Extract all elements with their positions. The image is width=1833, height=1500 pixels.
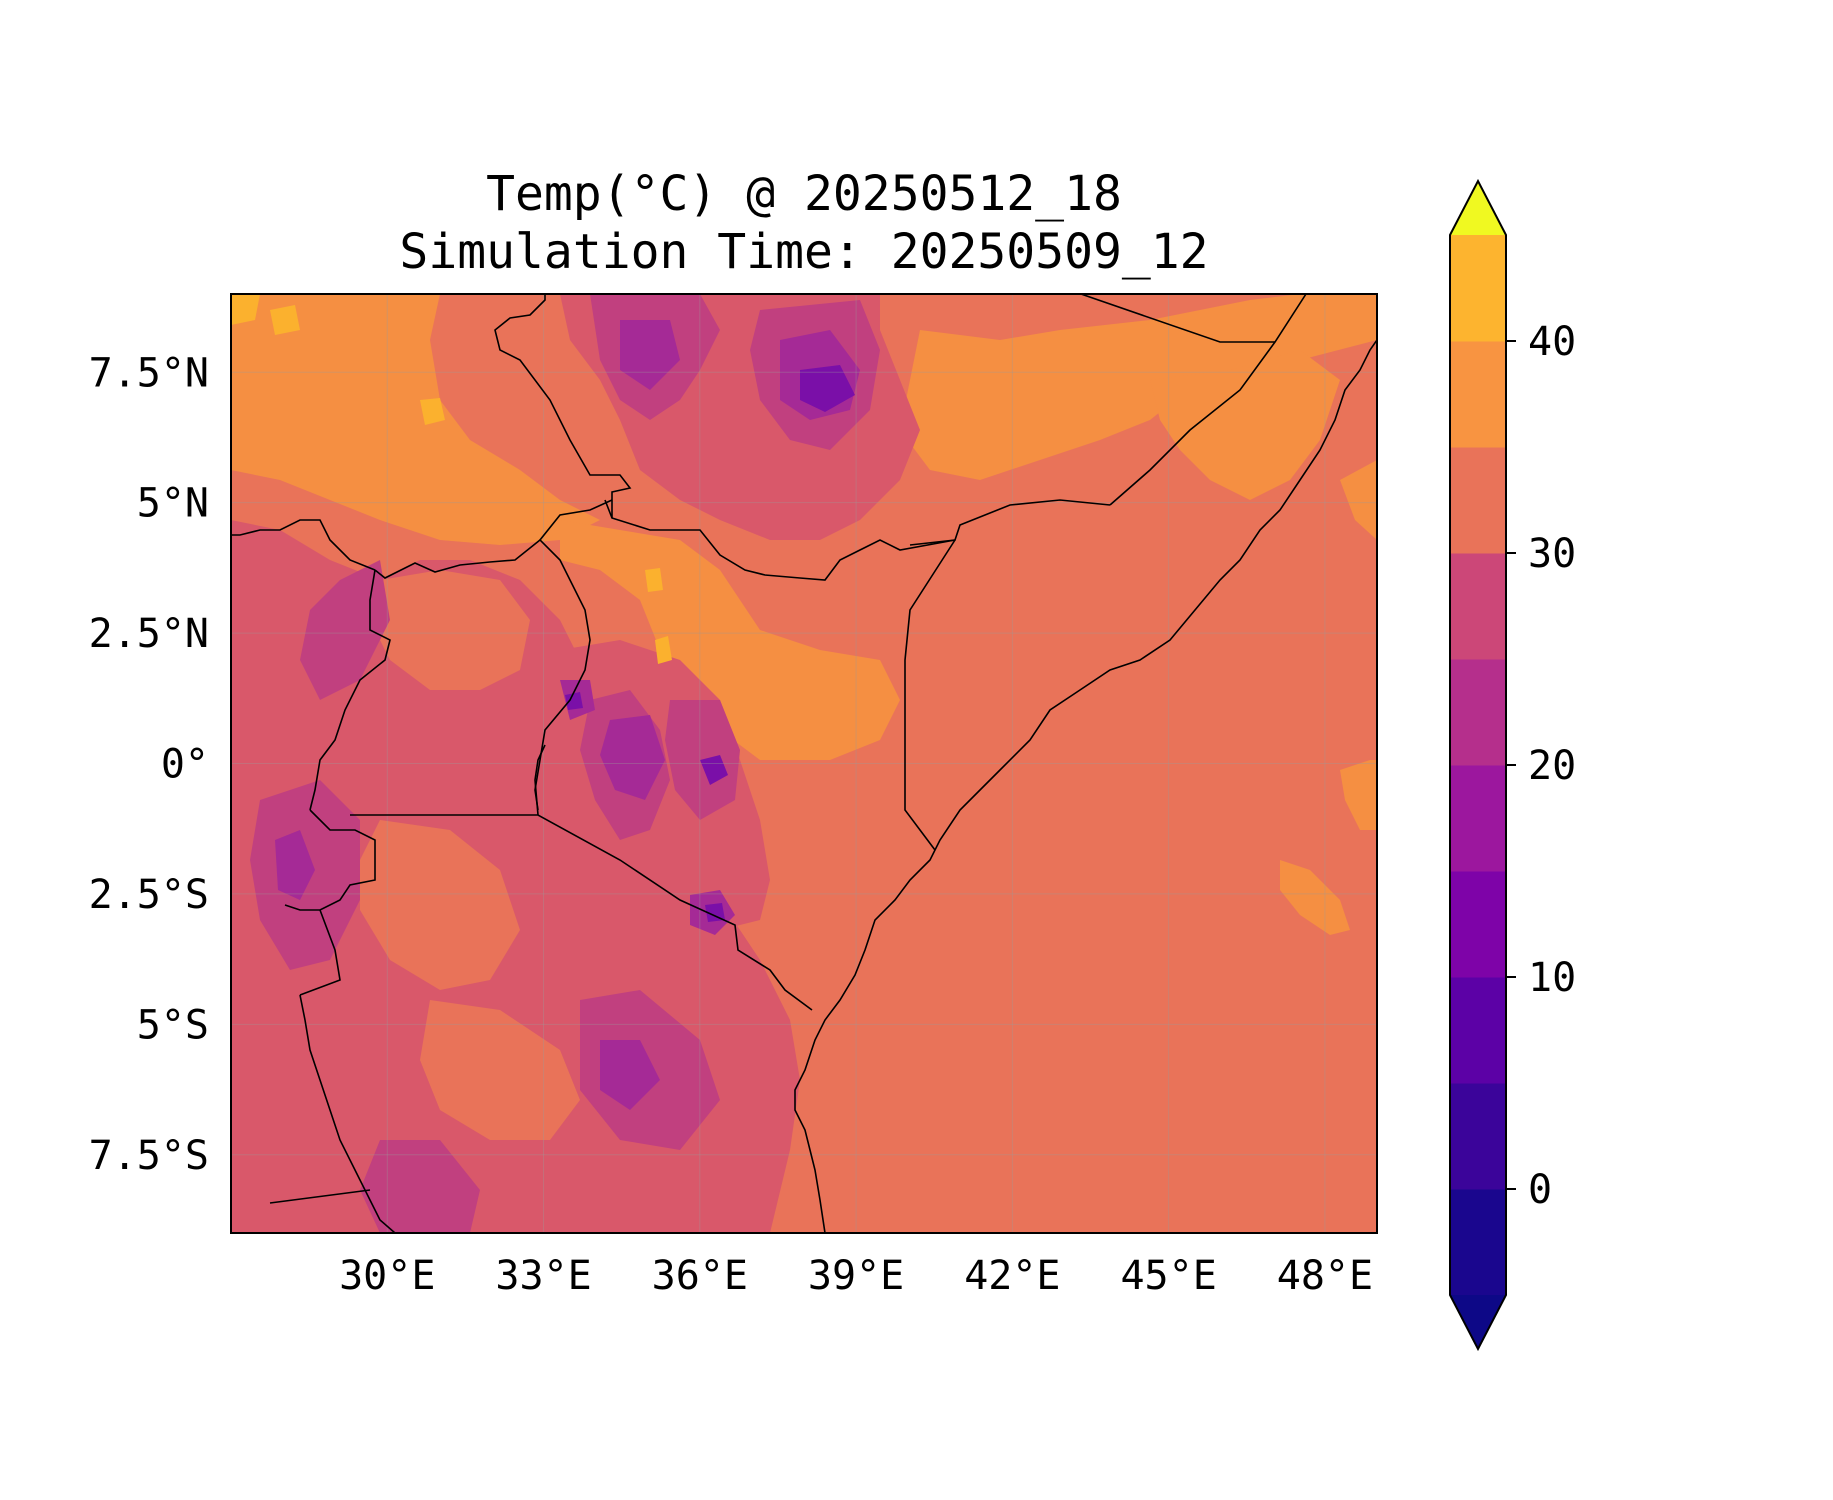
colorbar-tick-label: 10	[1528, 955, 1576, 1001]
hottest-spot-5	[655, 636, 672, 664]
border-djibouti	[1080, 294, 1275, 343]
cool-region-rift	[300, 560, 390, 700]
colorbar-segment	[1450, 553, 1506, 660]
hottest-spot-3	[270, 305, 300, 335]
colorbar-segment	[1450, 765, 1506, 872]
border-rwanda	[284, 809, 376, 911]
cold-region-ethiopia-2	[620, 320, 680, 390]
y-tick-label: 2.5°S	[89, 872, 209, 918]
hottest-spot-4	[645, 568, 663, 592]
y-tick-label: 5°N	[137, 481, 209, 527]
colorbar-tick-label: 20	[1528, 743, 1576, 789]
y-tick-label: 5°S	[137, 1002, 209, 1048]
title-line-1: Temp(°C) @ 20250512_18	[486, 166, 1122, 222]
x-tick-label: 45°E	[1120, 1253, 1216, 1299]
colorbar-tick-label: 40	[1528, 319, 1576, 365]
hot-region-somalia	[1150, 350, 1340, 500]
border-ethiopia-somalia-north	[1109, 294, 1307, 506]
colorbar-segment	[1450, 341, 1506, 448]
cold-region-rwanda	[275, 830, 315, 900]
colorbar-extend-over	[1450, 181, 1506, 235]
border-zambia	[269, 1189, 371, 1204]
x-tick-label: 36°E	[652, 1253, 748, 1299]
cold-region-tanzania	[600, 1040, 660, 1110]
colorbar-segment	[1450, 977, 1506, 1084]
title-line-2: Simulation Time: 20250509_12	[399, 224, 1208, 280]
colorbar-segment	[1450, 1083, 1506, 1190]
colorbar-tick-label: 0	[1528, 1167, 1552, 1213]
border-uganda-tanzania-lake	[534, 744, 546, 816]
warm-pocket-tanzania-west	[360, 820, 520, 990]
colorbar-segment	[1450, 659, 1506, 766]
hot-region-north-kenya	[560, 520, 900, 760]
hottest-spot-1	[231, 294, 260, 325]
hot-region-ethiopia-east	[900, 294, 1377, 480]
border-uganda-south-sudan	[374, 539, 541, 579]
x-tick-label: 48°E	[1277, 1253, 1373, 1299]
coldest-spot-kilimanjaro	[705, 903, 725, 922]
cold-region-kenya	[600, 715, 665, 800]
coastline	[794, 339, 1377, 1233]
y-tick-label: 7.5°N	[89, 350, 209, 396]
colorbar-extend-under	[1450, 1295, 1506, 1349]
border-burundi	[299, 909, 341, 996]
x-tick-label: 39°E	[808, 1253, 904, 1299]
hot-patch-ocean-east	[1280, 860, 1350, 935]
x-tick-label: 30°E	[339, 1253, 435, 1299]
colorbar-segment	[1450, 1189, 1506, 1296]
temperature-field	[231, 294, 1377, 1233]
cool-region-malawi	[360, 1140, 480, 1233]
map-panel	[231, 294, 1377, 1233]
borders	[231, 294, 1377, 1233]
hot-region-south-sudan	[231, 294, 600, 545]
x-tick-label: 33°E	[495, 1253, 591, 1299]
warm-pocket-tanzania-central	[420, 1000, 580, 1140]
hot-patch-east-edge	[1340, 760, 1377, 830]
border-ethiopia-south-sudan	[494, 294, 632, 518]
map-frame	[230, 293, 1378, 1234]
border-tanzania-north	[350, 814, 813, 1011]
border-kenya-ethiopia	[604, 499, 956, 581]
border-drc-south-sudan	[231, 519, 376, 571]
colorbar-outline	[1449, 178, 1507, 1352]
y-tick-label: 2.5°N	[89, 611, 209, 657]
colorbar-segment	[1450, 235, 1506, 342]
warm-pocket-uganda	[370, 570, 530, 690]
gridlines	[231, 294, 1377, 1233]
y-axis-ticks: 7.5°N 5°N 2.5°N 0° 2.5°S 5°S 7.5°S	[89, 350, 209, 1179]
coldest-spot-ethiopia	[800, 365, 855, 412]
y-tick-label: 7.5°S	[89, 1133, 209, 1179]
border-kenya-somalia	[904, 539, 956, 851]
colorbar-segment	[1450, 871, 1506, 978]
coldest-spot-kenya	[700, 755, 728, 785]
border-uganda-drc	[309, 569, 391, 811]
hottest-spot-2	[420, 398, 445, 425]
colorbar-tick-label: 30	[1528, 531, 1576, 577]
border-lake-tanganyika	[299, 994, 396, 1233]
y-tick-label: 0°	[161, 742, 209, 788]
colorbar: 0 10 20 30 40	[1449, 178, 1576, 1352]
x-axis-ticks: 30°E 33°E 36°E 39°E 42°E 45°E 48°E	[339, 1253, 1373, 1299]
x-tick-label: 42°E	[964, 1253, 1060, 1299]
hot-patch-somalia-north	[1340, 460, 1377, 540]
coldest-spot-elgon	[565, 692, 583, 710]
colorbar-segment	[1450, 447, 1506, 554]
